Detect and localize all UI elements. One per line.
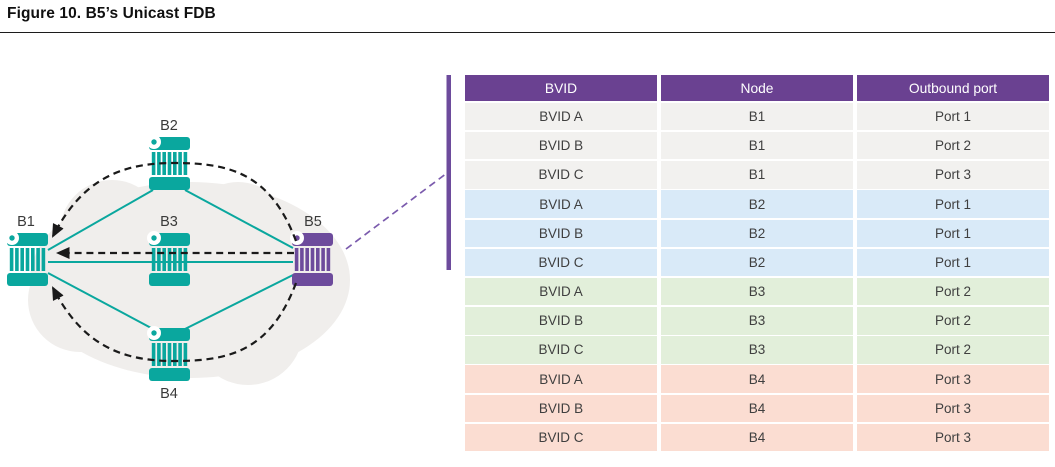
fdb-cell: B4: [661, 394, 853, 423]
fdb-cell: Port 3: [857, 365, 1049, 393]
node-label-b1: B1: [17, 214, 35, 230]
node-label-b4: B4: [160, 386, 178, 402]
fdb-cell: B1: [661, 161, 853, 189]
fdb-cell: B2: [661, 190, 853, 218]
fdb-table: BVID Node Outbound port BVID A B1 Port 1…: [465, 75, 1049, 452]
title-divider: [0, 32, 1055, 33]
fdb-cell: BVID C: [465, 161, 657, 189]
fdb-cell: BVID B: [465, 307, 657, 335]
network-cloud: [28, 180, 350, 385]
fdb-cell: BVID C: [465, 248, 657, 277]
node-label-b2: B2: [160, 118, 178, 134]
fdb-cell: Port 2: [857, 277, 1049, 306]
fdb-cell: BVID A: [465, 277, 657, 306]
header-cell-node: Node: [661, 75, 853, 101]
fdb-cell: B4: [661, 365, 853, 393]
fdb-cell: B1: [661, 102, 853, 131]
fdb-cell: Port 1: [857, 102, 1049, 131]
header-cell-outbound-port: Outbound port: [857, 75, 1049, 101]
figure-title: Figure 10. B5’s Unicast FDB: [7, 5, 216, 22]
fdb-cell: BVID A: [465, 190, 657, 218]
fdb-cell: B2: [661, 219, 853, 247]
node-label-b3: B3: [160, 214, 178, 230]
header-cell-bvid: BVID: [465, 75, 657, 101]
fdb-cell: B3: [661, 307, 853, 335]
node-label-b5: B5: [304, 214, 322, 230]
fdb-cell: Port 1: [857, 219, 1049, 247]
link-b1-b2: [47, 189, 154, 251]
fdb-cell: Port 2: [857, 307, 1049, 335]
fdb-cell: Port 2: [857, 131, 1049, 160]
fdb-cell: Port 1: [857, 190, 1049, 218]
fdb-cell: BVID A: [465, 102, 657, 131]
fdb-cell: Port 1: [857, 248, 1049, 277]
fdb-cell: B3: [661, 277, 853, 306]
fdb-cell: BVID C: [465, 336, 657, 364]
link-b1-b4: [47, 272, 154, 330]
fdb-cell: BVID B: [465, 219, 657, 247]
link-b4-b5: [184, 274, 294, 330]
route-via-b2: [52, 161, 298, 242]
callout-line: [345, 172, 448, 250]
fdb-cell: B2: [661, 248, 853, 277]
fdb-cell: Port 3: [857, 394, 1049, 423]
fdb-cell: B3: [661, 336, 853, 364]
fdb-cell: Port 3: [857, 161, 1049, 189]
unicast-paths: [52, 161, 298, 363]
callout-bar: [446, 75, 451, 270]
fdb-cell: BVID B: [465, 394, 657, 423]
fdb-cell: Port 3: [857, 423, 1049, 452]
fdb-cell: Port 2: [857, 336, 1049, 364]
fdb-cell: B1: [661, 131, 853, 160]
link-b2-b5: [184, 189, 294, 249]
fdb-cell: BVID C: [465, 423, 657, 452]
fdb-cell: BVID A: [465, 365, 657, 393]
fdb-cell: BVID B: [465, 131, 657, 160]
fdb-cell: B4: [661, 423, 853, 452]
route-via-b4: [52, 282, 298, 363]
